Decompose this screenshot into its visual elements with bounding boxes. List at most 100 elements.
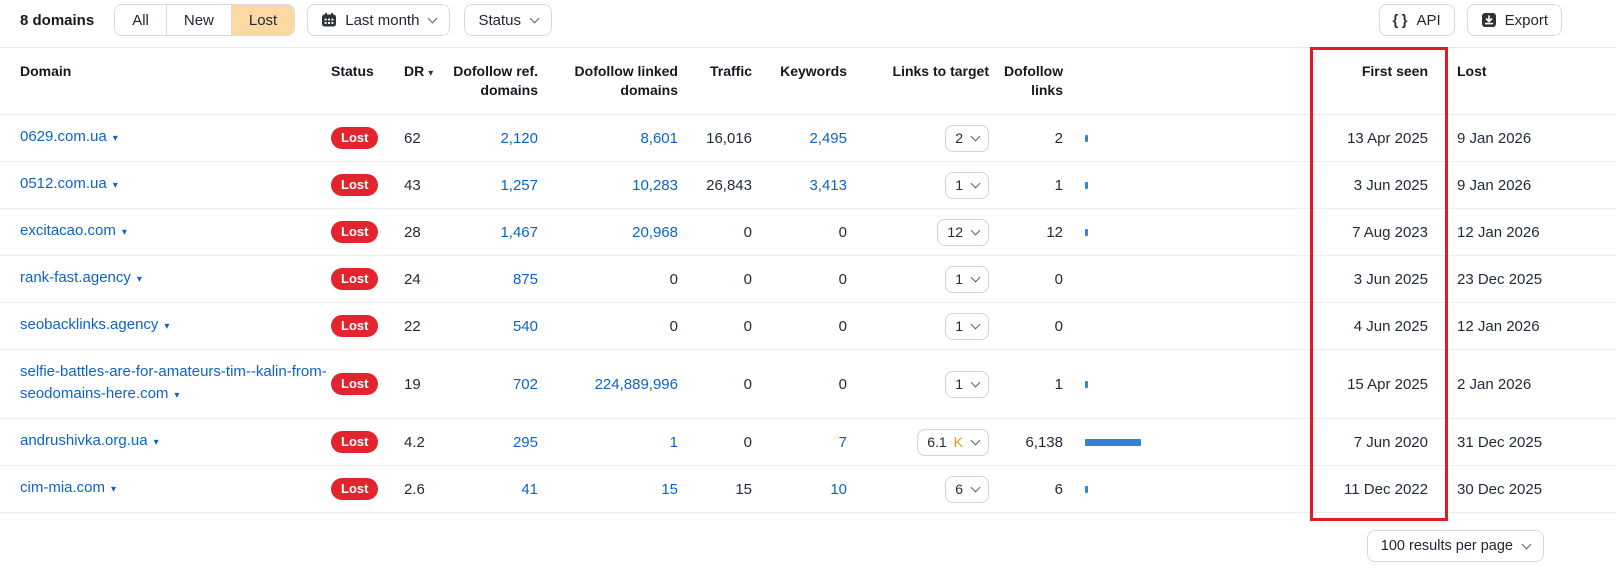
status-badge: Lost (331, 315, 379, 337)
domain-expand-caret-icon[interactable]: ▾ (153, 437, 159, 448)
table-row: 0629.com.ua ▾ Lost 62 2,120 8,601 16,016 2,495 2… (0, 114, 1616, 162)
links-to-target-dropdown[interactable]: 2 (945, 124, 989, 152)
column-header-dofollow-linked-domains[interactable]: Dofollow linked domains (548, 47, 688, 115)
cell-dofollow-linked-domains: 8,601 (548, 114, 688, 162)
dofollow-linked-domains-link[interactable]: 1 (669, 433, 678, 451)
cell-keywords: 3,413 (762, 161, 857, 209)
cell-dr: 22 (396, 302, 446, 350)
cell-dofollow-links-bar (1071, 208, 1315, 256)
dofollow-linked-domains-link[interactable]: 224,889,996 (594, 375, 678, 393)
cell-traffic: 26,843 (688, 161, 762, 209)
cell-dofollow-links: 12 (1003, 208, 1071, 256)
column-header-dofollow-links[interactable]: Dofollow links (1003, 47, 1071, 115)
domain-link[interactable]: cim-mia.com (20, 479, 105, 496)
column-header-traffic[interactable]: Traffic (688, 47, 762, 115)
domain-link[interactable]: excitacao.com (20, 222, 116, 239)
chevron-down-icon (970, 435, 981, 446)
dofollow-ref-domains-link[interactable]: 540 (512, 317, 538, 335)
cell-status: Lost (330, 465, 396, 513)
dofollow-ref-domains-link[interactable]: 702 (512, 375, 538, 393)
table-row: rank-fast.agency ▾ Lost 24 875 0 0 0 1 0 3 Jun 202… (0, 255, 1616, 303)
domain-expand-caret-icon[interactable]: ▾ (136, 274, 142, 285)
dofollow-linked-domains-link[interactable]: 20,968 (632, 223, 678, 241)
cell-links-to-target: 12 (857, 208, 1003, 256)
filter-tab-all[interactable]: All (115, 5, 166, 35)
domain-expand-caret-icon[interactable]: ▾ (112, 180, 118, 191)
dofollow-links-bar (1085, 485, 1088, 493)
cell-status: Lost (330, 418, 396, 466)
links-to-target-dropdown[interactable]: 1 (945, 265, 989, 293)
column-header-domain[interactable]: Domain (0, 47, 330, 115)
dofollow-ref-domains-link[interactable]: 875 (512, 270, 538, 288)
cell-dofollow-linked-domains: 10,283 (548, 161, 688, 209)
links-to-target-dropdown[interactable]: 6 (945, 475, 989, 503)
dofollow-ref-domains-link[interactable]: 41 (521, 480, 538, 498)
domain-expand-caret-icon[interactable]: ▾ (164, 321, 170, 332)
domain-link[interactable]: andrushivka.org.ua (20, 432, 148, 449)
domain-expand-caret-icon[interactable]: ▾ (174, 390, 180, 401)
status-filter-dropdown[interactable]: Status (464, 4, 552, 36)
cell-dofollow-links: 6,138 (1003, 418, 1071, 466)
cell-dofollow-links: 0 (1003, 302, 1071, 350)
domain-link[interactable]: 0512.com.ua (20, 175, 107, 192)
filter-tab-new[interactable]: New (165, 5, 231, 35)
cell-dofollow-linked-domains: 1 (548, 418, 688, 466)
cell-lost-date: 31 Dec 2025 (1453, 418, 1616, 466)
links-to-target-dropdown[interactable]: 12 (937, 218, 989, 246)
cell-domain: excitacao.com ▾ (0, 208, 330, 256)
domain-expand-caret-icon[interactable]: ▾ (111, 484, 117, 495)
api-button[interactable]: { } API (1378, 4, 1455, 36)
keywords-link[interactable]: 7 (838, 433, 847, 451)
cell-dofollow-ref-domains: 41 (446, 465, 548, 513)
column-header-lost[interactable]: Lost (1453, 47, 1616, 115)
dofollow-linked-domains-link[interactable]: 10,283 (632, 176, 678, 194)
cell-keywords: 0 (762, 349, 857, 419)
column-header-keywords[interactable]: Keywords (762, 47, 857, 115)
dofollow-linked-domains-link[interactable]: 8,601 (640, 129, 678, 147)
links-to-target-dropdown[interactable]: 1 (945, 312, 989, 340)
column-header-dofollow-ref-domains[interactable]: Dofollow ref. domains (446, 47, 548, 115)
filter-tab-lost[interactable]: Lost (230, 5, 295, 35)
domain-expand-caret-icon[interactable]: ▾ (112, 133, 118, 144)
table-row: cim-mia.com ▾ Lost 2.6 41 15 15 10 6 6 11 Dec 2022… (0, 465, 1616, 513)
domain-link[interactable]: rank-fast.agency (20, 269, 131, 286)
cell-lost-date: 30 Dec 2025 (1453, 465, 1616, 513)
domain-expand-caret-icon[interactable]: ▾ (121, 227, 127, 238)
table-row: 0512.com.ua ▾ Lost 43 1,257 10,283 26,843 3,413… (0, 161, 1616, 209)
links-to-target-dropdown[interactable]: 1 (945, 370, 989, 398)
domain-link[interactable]: 0629.com.ua (20, 128, 107, 145)
domain-link[interactable]: selfie-battles-are-for-amateurs-tim--kal… (20, 363, 327, 402)
links-to-target-value: 1 (955, 376, 963, 392)
column-header-first-seen[interactable]: First seen (1315, 47, 1453, 115)
table-row: andrushivka.org.ua ▾ Lost 4.2 295 1 0 7 6.1 K 6,13… (0, 418, 1616, 466)
keywords-link[interactable]: 10 (830, 480, 847, 498)
cell-traffic: 0 (688, 255, 762, 303)
domain-link[interactable]: seobacklinks.agency (20, 316, 159, 333)
cell-status: Lost (330, 114, 396, 162)
date-range-dropdown[interactable]: Last month (307, 4, 451, 36)
pagination: 100 results per page (0, 530, 1616, 562)
keywords-link[interactable]: 3,413 (809, 176, 847, 194)
column-header-status[interactable]: Status (330, 47, 396, 115)
column-header-links-to-target[interactable]: Links to target (857, 47, 1003, 115)
dofollow-ref-domains-link[interactable]: 2,120 (500, 129, 538, 147)
dofollow-ref-domains-link[interactable]: 1,467 (500, 223, 538, 241)
dofollow-ref-domains-link[interactable]: 295 (512, 433, 538, 451)
cell-dofollow-linked-domains: 15 (548, 465, 688, 513)
links-to-target-dropdown[interactable]: 1 (945, 171, 989, 199)
links-to-target-value: 1 (955, 177, 963, 193)
dofollow-ref-domains-link[interactable]: 1,257 (500, 176, 538, 194)
keywords-link[interactable]: 2,495 (809, 129, 847, 147)
cell-lost-date: 12 Jan 2026 (1453, 208, 1616, 256)
results-per-page-dropdown[interactable]: 100 results per page (1366, 530, 1544, 562)
dofollow-linked-domains-link[interactable]: 15 (661, 480, 678, 498)
cell-first-seen: 3 Jun 2025 (1315, 255, 1453, 303)
cell-dofollow-linked-domains: 0 (548, 255, 688, 303)
new-lost-filter-tabs: All New Lost (114, 4, 296, 36)
export-button[interactable]: Export (1466, 4, 1562, 36)
cell-traffic: 0 (688, 349, 762, 419)
cell-keywords: 7 (762, 418, 857, 466)
column-header-dr[interactable]: DR ▾ (396, 47, 446, 115)
links-to-target-dropdown[interactable]: 6.1 K (917, 428, 989, 456)
cell-dofollow-links: 2 (1003, 114, 1071, 162)
